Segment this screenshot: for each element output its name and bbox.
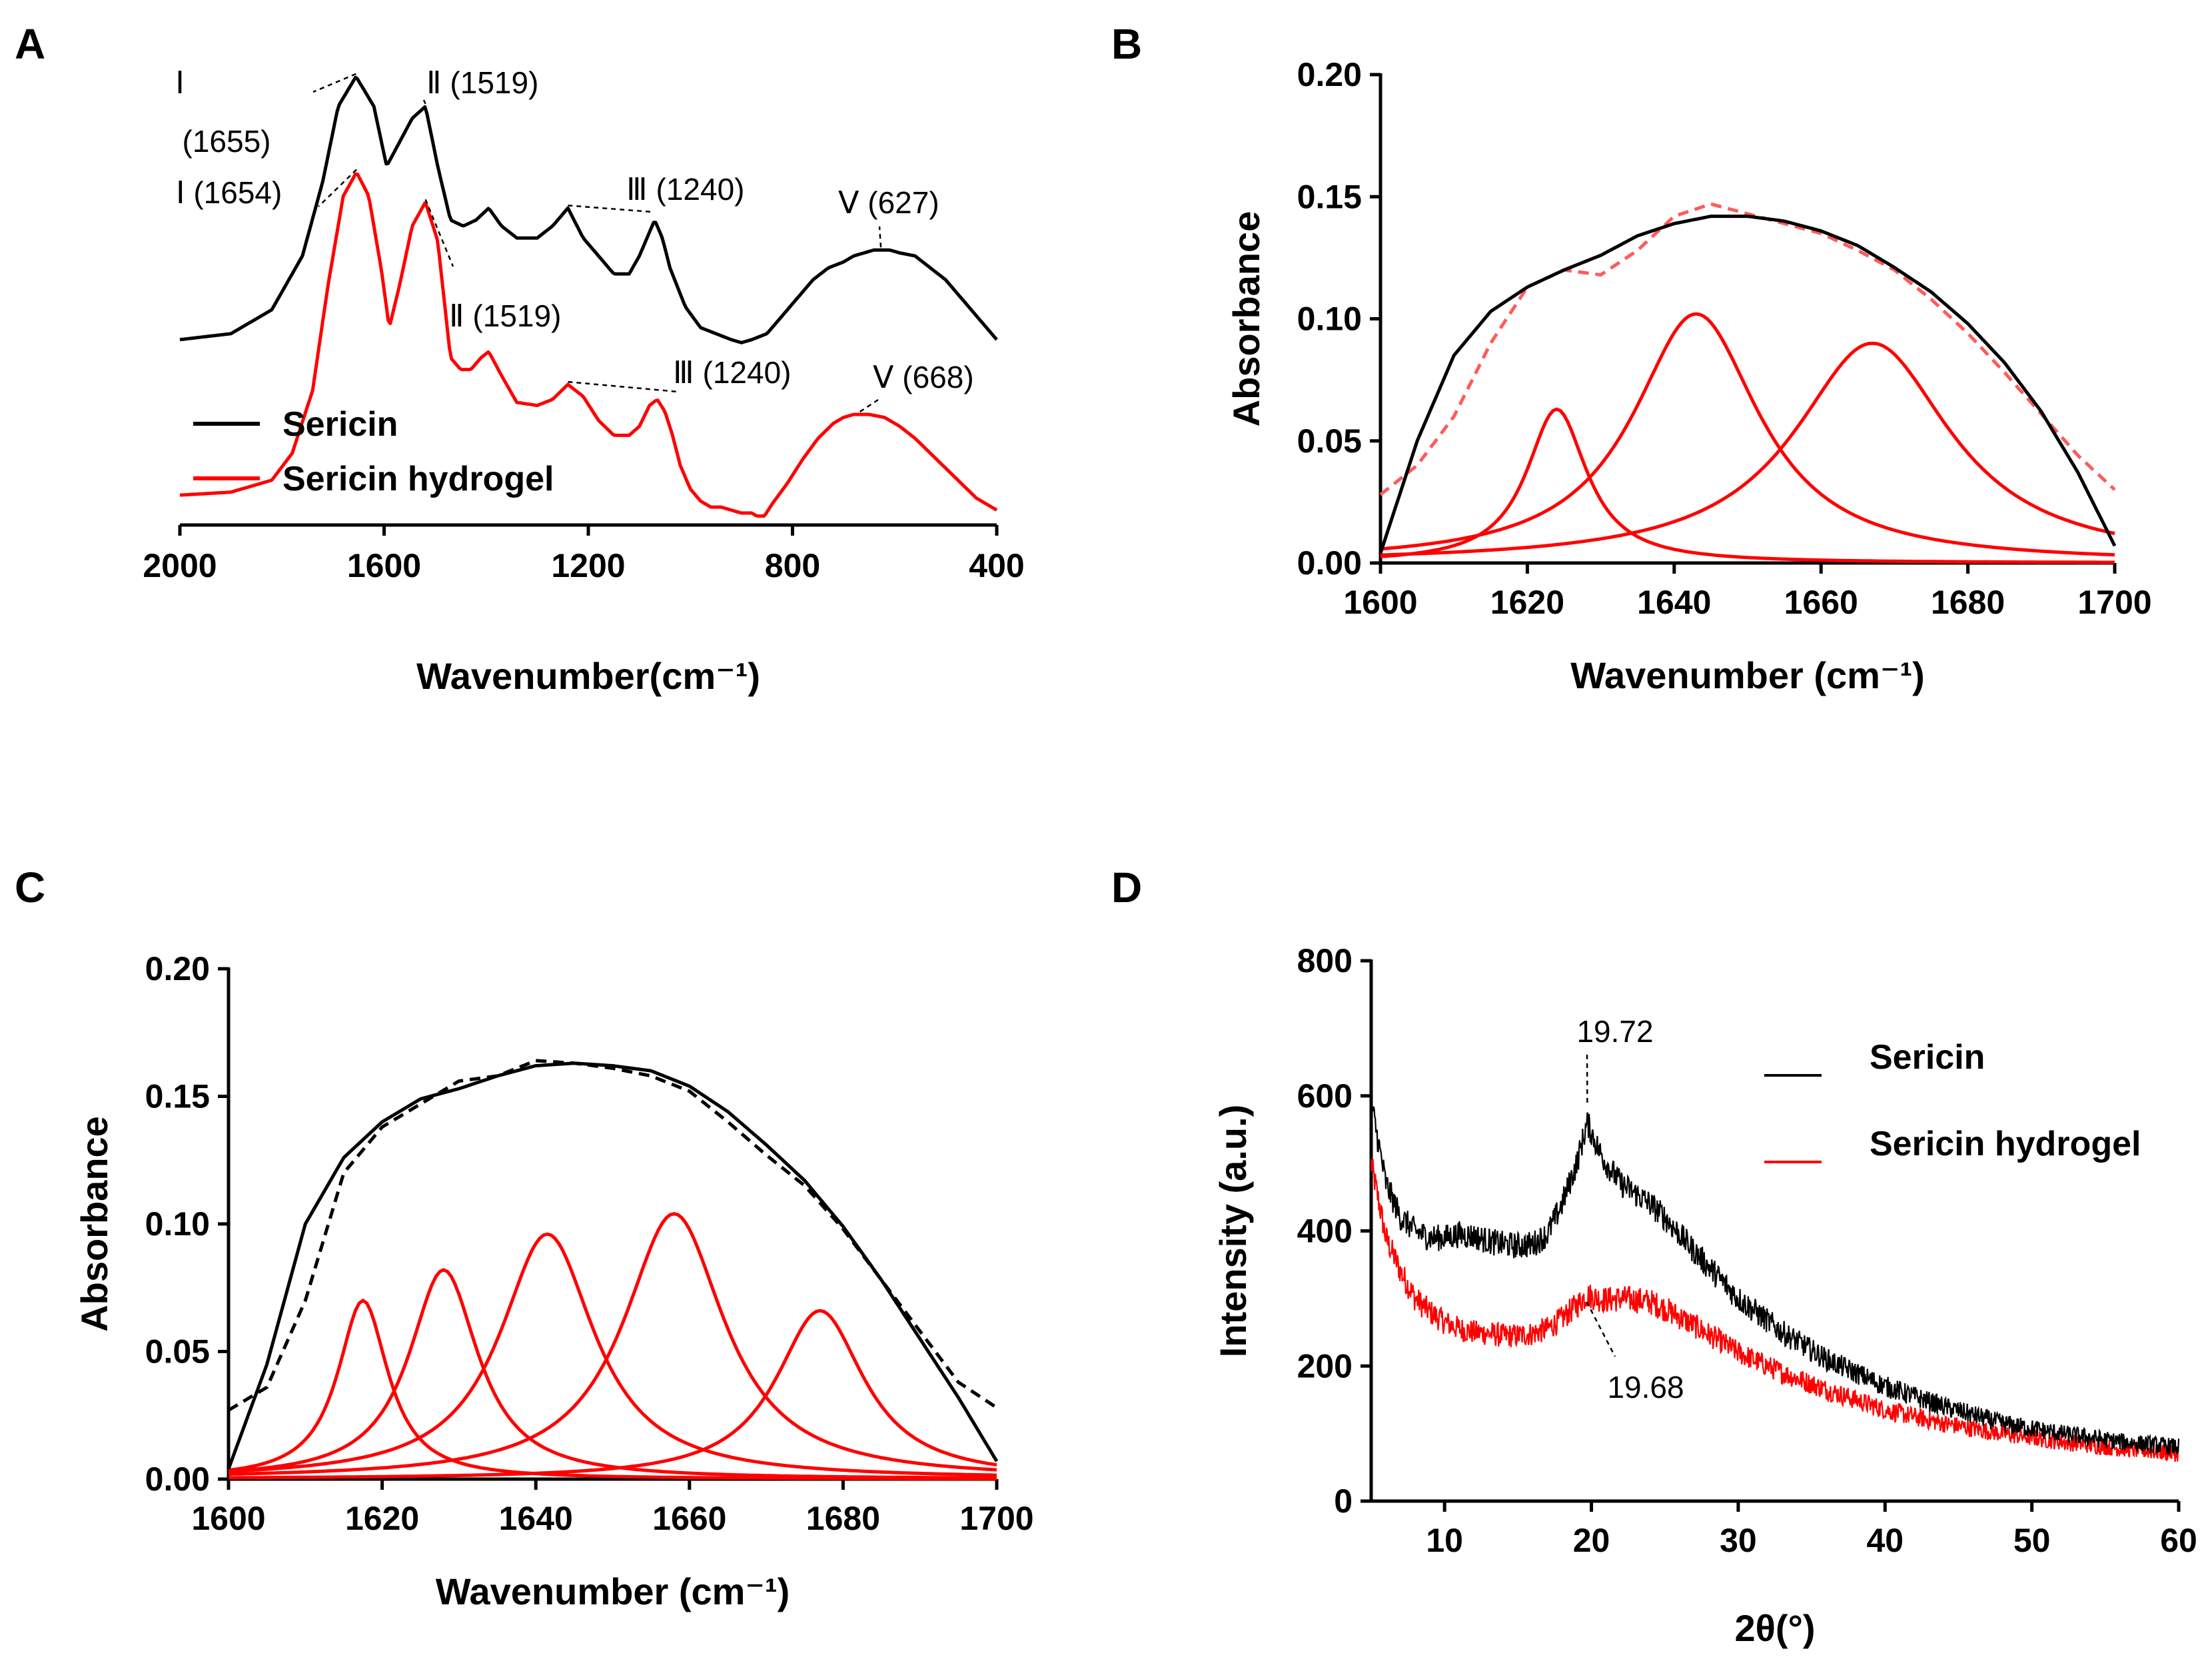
annotation-leader bbox=[424, 199, 454, 267]
x-tick-label: 400 bbox=[969, 547, 1024, 584]
y-tick-label: 0.10 bbox=[145, 1205, 210, 1243]
x-tick-label: 800 bbox=[765, 547, 820, 584]
series-line-sericin bbox=[1370, 1093, 2180, 1455]
y-tick-label: 200 bbox=[1297, 1347, 1353, 1385]
y-tick-label: 0 bbox=[1334, 1482, 1353, 1520]
y-tick-label: 0.15 bbox=[1297, 178, 1362, 215]
legend-label: Sericin bbox=[1870, 1038, 1985, 1077]
y-axis-title: Absorbance bbox=[73, 1116, 115, 1332]
series-line-sericin bbox=[179, 75, 998, 344]
x-tick-label: 1680 bbox=[806, 1500, 880, 1537]
y-axis-title: Absorbance bbox=[1225, 211, 1267, 427]
annotation-leader bbox=[568, 205, 652, 213]
measured-spectrum-curve bbox=[1379, 215, 2117, 554]
x-tick-label: 2000 bbox=[143, 547, 217, 584]
deconvolution-component-curve bbox=[1380, 407, 2115, 564]
x-tick-label: 1640 bbox=[499, 1500, 573, 1537]
panel-c-amide-i-deconvolution-hydrogel: 0.00 0.05 0.10 0.15 0.20 1600 1620 1640 1660 1680… bbox=[73, 950, 1034, 1612]
peak-annotation: Ⅴ (668) bbox=[873, 360, 974, 394]
annotation-leader bbox=[878, 226, 882, 248]
series-line-sericin-hydrogel bbox=[179, 172, 998, 518]
x-tick-label: 40 bbox=[1866, 1522, 1904, 1559]
legend-label: Sericin hydrogel bbox=[1870, 1125, 2141, 1163]
deconvolution-component-curve bbox=[228, 1212, 997, 1476]
annotation-leader bbox=[422, 99, 426, 105]
y-tick-label: 0.00 bbox=[1297, 544, 1362, 582]
x-tick-label: 10 bbox=[1426, 1522, 1463, 1559]
x-axis-title: Wavenumber (cm⁻¹) bbox=[1570, 654, 1925, 696]
panel-label-a: A bbox=[15, 20, 45, 68]
x-tick-label: 1200 bbox=[551, 547, 625, 584]
panel-d-xrd-patterns: 0 200 400 600 800 10 20 30 40 50 60 2θ(°) Intensity … bbox=[1212, 942, 2197, 1649]
fitted-sum-curve bbox=[1379, 202, 2116, 496]
x-tick-label: 1600 bbox=[1343, 584, 1417, 621]
panel-a-ftir-spectra: 2000 1600 1200 800 400 Wavenumber(cm⁻¹) Serici… bbox=[143, 65, 1024, 697]
x-tick-label: 50 bbox=[2013, 1522, 2051, 1559]
annotation-leader bbox=[312, 73, 356, 93]
annotation-leader bbox=[859, 398, 879, 413]
y-tick-label: 0.05 bbox=[1297, 422, 1362, 460]
peak-annotation: Ⅱ (1519) bbox=[426, 65, 538, 100]
peak-annotation: (1655) bbox=[183, 124, 271, 159]
y-tick-label: 0.10 bbox=[1297, 300, 1362, 338]
deconvolution-component-curve bbox=[1380, 312, 2115, 557]
peak-annotation: 19.72 bbox=[1576, 1014, 1653, 1049]
x-axis-title: Wavenumber (cm⁻¹) bbox=[436, 1570, 790, 1612]
measured-spectrum-curve bbox=[227, 1061, 999, 1470]
peak-annotation: Ⅲ (1240) bbox=[626, 172, 744, 207]
x-tick-label: 20 bbox=[1573, 1522, 1610, 1559]
peak-annotation: Ⅰ (1654) bbox=[176, 175, 282, 210]
panel-label-d: D bbox=[1111, 863, 1142, 911]
peak-annotation: Ⅴ (627) bbox=[838, 185, 939, 220]
panel-label-c: C bbox=[15, 863, 45, 911]
y-tick-label: 0.00 bbox=[145, 1460, 210, 1498]
x-tick-label: 1700 bbox=[959, 1500, 1033, 1537]
panel-b-amide-i-deconvolution-sericin: 0.00 0.05 0.10 0.15 0.20 1600 1620 1640 1660 1680… bbox=[1225, 56, 2152, 696]
x-tick-label: 1680 bbox=[1931, 584, 2005, 621]
panel-label-b: B bbox=[1111, 20, 1142, 68]
x-axis-title: Wavenumber(cm⁻¹) bbox=[416, 655, 760, 697]
deconvolution-component-curve bbox=[229, 1309, 997, 1480]
x-tick-label: 1600 bbox=[347, 547, 421, 584]
annotation-leader bbox=[568, 380, 679, 393]
peak-annotation: Ⅱ (1519) bbox=[449, 298, 561, 333]
y-tick-label: 0.20 bbox=[1297, 56, 1362, 93]
y-axis-title: Intensity (a.u.) bbox=[1212, 1105, 1254, 1358]
deconvolution-component-curve bbox=[228, 1268, 997, 1480]
x-tick-label: 1620 bbox=[345, 1500, 419, 1537]
peak-annotation: 19.68 bbox=[1607, 1370, 1684, 1404]
legend-label: Sericin bbox=[282, 405, 398, 444]
x-tick-label: 1660 bbox=[652, 1500, 726, 1537]
x-tick-label: 30 bbox=[1720, 1522, 1757, 1559]
x-tick-label: 1700 bbox=[2077, 584, 2151, 621]
deconvolution-component-curve bbox=[228, 1232, 997, 1477]
x-tick-label: 1640 bbox=[1637, 584, 1711, 621]
annotation-leader bbox=[1586, 1301, 1616, 1357]
legend-label: Sericin hydrogel bbox=[282, 460, 554, 498]
y-tick-label: 400 bbox=[1297, 1213, 1353, 1250]
annotation-leader bbox=[318, 169, 357, 207]
x-tick-label: 1600 bbox=[191, 1500, 265, 1537]
deconvolution-component-curve bbox=[1380, 341, 2115, 557]
y-tick-label: 0.15 bbox=[145, 1078, 210, 1115]
y-tick-label: 0.20 bbox=[145, 950, 210, 987]
x-tick-label: 1620 bbox=[1490, 584, 1564, 621]
y-tick-label: 0.05 bbox=[145, 1333, 210, 1371]
peak-annotation: Ⅰ bbox=[175, 65, 185, 100]
y-tick-label: 600 bbox=[1297, 1077, 1353, 1115]
x-tick-label: 60 bbox=[2160, 1522, 2197, 1559]
y-tick-label: 800 bbox=[1297, 942, 1353, 979]
x-tick-label: 1660 bbox=[1784, 584, 1858, 621]
x-axis-title: 2θ(°) bbox=[1734, 1607, 1815, 1649]
peak-annotation: Ⅲ (1240) bbox=[673, 355, 791, 390]
